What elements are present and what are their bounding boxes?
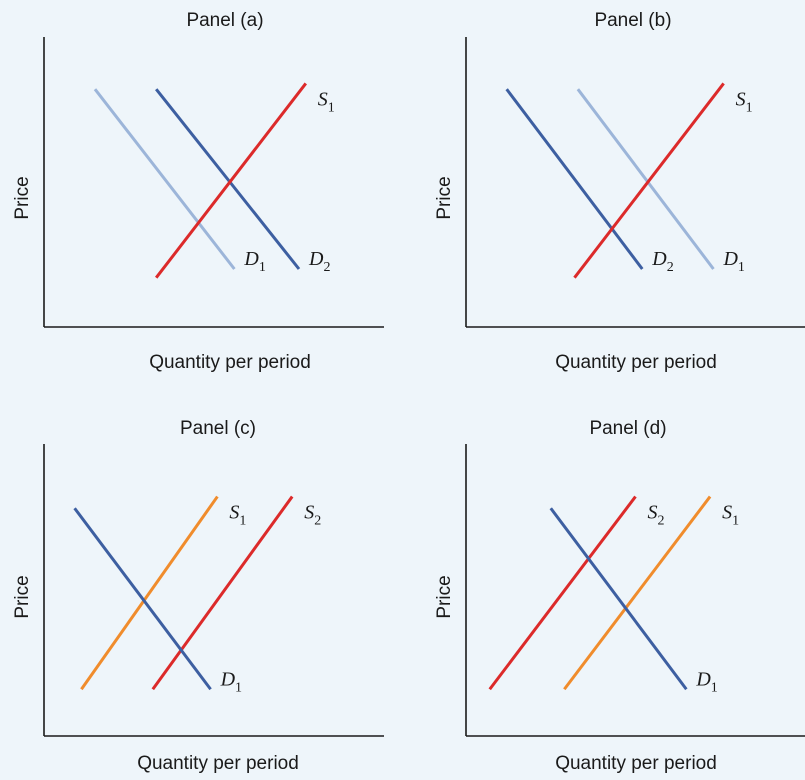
panel-c: Panel (c) Price Quantity per period S1 S2… (12, 418, 384, 774)
panel-d-title: Panel (d) (589, 418, 666, 439)
panel-a-title: Panel (a) (186, 10, 263, 31)
panel-b-d1-label: D1 (722, 248, 744, 275)
panel-a-d2-curve (155, 88, 301, 270)
panel-b-title: Panel (b) (594, 10, 671, 31)
panel-d-d1-label: D1 (695, 668, 717, 695)
panel-c-d1-label: D1 (220, 668, 242, 695)
panel-d-y-axis-label: Price (434, 575, 455, 618)
panel-a-d2-label: D2 (308, 248, 330, 275)
panel-a-d1-curve (93, 88, 236, 270)
panel-a-d1-label: D1 (243, 248, 265, 275)
panel-c-s2-label: S2 (304, 502, 321, 529)
panel-a-x-axis-label: Quantity per period (149, 352, 311, 373)
panel-c-x-axis-label: Quantity per period (137, 753, 299, 774)
panel-a-s1-curve (155, 82, 307, 279)
panel-b: Panel (b) Price Quantity per period D2 D1… (434, 10, 805, 373)
panel-d-d1-curve (549, 507, 688, 691)
panel-b-d1-curve (576, 88, 715, 270)
panel-a-s1-label: S1 (318, 88, 335, 115)
panel-d-x-axis-label: Quantity per period (555, 753, 717, 774)
panel-b-y-axis-label: Price (434, 176, 455, 219)
panel-c-title: Panel (c) (180, 418, 256, 439)
panel-b-s1-label: S1 (736, 88, 753, 115)
panel-b-s1-curve (573, 82, 725, 279)
panel-c-d1-curve (73, 507, 212, 691)
panel-d-s1-label: S1 (722, 502, 739, 529)
panel-c-s1-label: S1 (229, 502, 246, 529)
panel-b-d2-curve (505, 88, 644, 270)
panel-c-y-axis-label: Price (12, 575, 33, 618)
panel-a: Panel (a) Price Quantity per period D1 D2… (12, 10, 384, 373)
panel-d-s2-curve (488, 495, 637, 691)
panel-b-d2-label: D2 (651, 248, 673, 275)
panel-a-y-axis-label: Price (12, 176, 33, 219)
panel-d: Panel (d) Price Quantity per period S2 S1… (434, 418, 805, 774)
panel-d-s2-label: S2 (648, 502, 665, 529)
panel-b-x-axis-label: Quantity per period (555, 352, 717, 373)
panel-d-s1-curve (563, 495, 712, 691)
panel-c-s2-curve (151, 495, 294, 691)
panel-c-s1-curve (80, 495, 219, 691)
